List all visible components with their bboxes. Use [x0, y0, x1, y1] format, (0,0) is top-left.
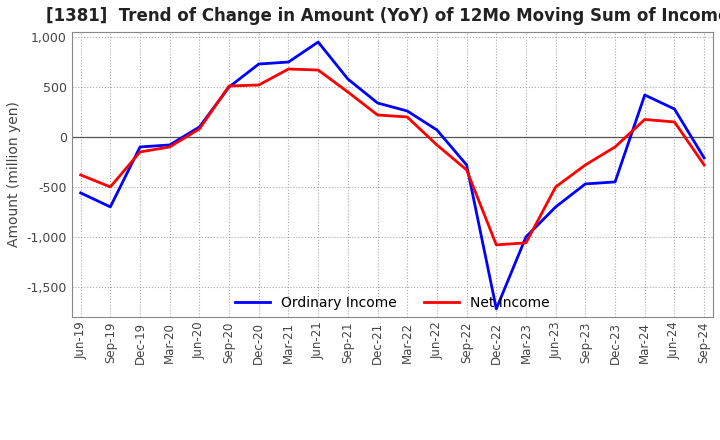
- Net Income: [314, 67, 323, 73]
- Net Income: [166, 144, 174, 150]
- Ordinary Income: [492, 306, 500, 312]
- Line: Net Income: Net Income: [81, 69, 704, 245]
- Ordinary Income: [522, 234, 531, 239]
- Ordinary Income: [76, 190, 85, 195]
- Net Income: [522, 240, 531, 246]
- Ordinary Income: [225, 84, 233, 90]
- Net Income: [403, 114, 412, 120]
- Net Income: [195, 126, 204, 132]
- Ordinary Income: [284, 59, 293, 65]
- Net Income: [611, 144, 619, 150]
- Ordinary Income: [314, 40, 323, 45]
- Ordinary Income: [700, 155, 708, 161]
- Ordinary Income: [462, 162, 471, 168]
- Ordinary Income: [670, 106, 679, 112]
- Ordinary Income: [581, 181, 590, 187]
- Net Income: [76, 172, 85, 178]
- Ordinary Income: [641, 92, 649, 98]
- Net Income: [462, 167, 471, 172]
- Net Income: [225, 83, 233, 88]
- Net Income: [135, 149, 144, 154]
- Ordinary Income: [343, 77, 352, 82]
- Line: Ordinary Income: Ordinary Income: [81, 42, 704, 309]
- Net Income: [284, 66, 293, 72]
- Ordinary Income: [433, 127, 441, 132]
- Net Income: [433, 142, 441, 147]
- Ordinary Income: [611, 179, 619, 184]
- Ordinary Income: [403, 108, 412, 114]
- Net Income: [254, 82, 263, 88]
- Net Income: [641, 117, 649, 122]
- Net Income: [343, 89, 352, 95]
- Net Income: [492, 242, 500, 248]
- Ordinary Income: [373, 100, 382, 106]
- Net Income: [106, 184, 114, 190]
- Net Income: [373, 112, 382, 117]
- Ordinary Income: [254, 62, 263, 67]
- Y-axis label: Amount (million yen): Amount (million yen): [7, 102, 21, 247]
- Net Income: [670, 119, 679, 125]
- Net Income: [581, 162, 590, 168]
- Net Income: [552, 184, 560, 190]
- Ordinary Income: [552, 204, 560, 209]
- Title: [1381]  Trend of Change in Amount (YoY) of 12Mo Moving Sum of Incomes: [1381] Trend of Change in Amount (YoY) o…: [46, 7, 720, 25]
- Ordinary Income: [135, 144, 144, 150]
- Legend: Ordinary Income, Net Income: Ordinary Income, Net Income: [230, 290, 555, 315]
- Net Income: [700, 162, 708, 168]
- Ordinary Income: [166, 142, 174, 147]
- Ordinary Income: [195, 125, 204, 130]
- Ordinary Income: [106, 204, 114, 209]
